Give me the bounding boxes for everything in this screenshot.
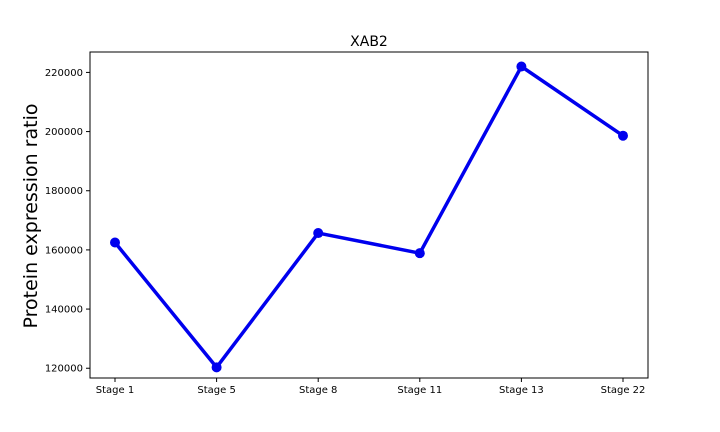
x-tick-label: Stage 1 — [96, 385, 134, 396]
x-tick-label: Stage 13 — [499, 385, 544, 396]
y-tick-label: 180000 — [45, 186, 83, 197]
y-tick-label: 220000 — [45, 68, 83, 79]
x-tick-label: Stage 11 — [397, 385, 442, 396]
y-tick-label: 200000 — [45, 127, 83, 138]
y-tick-label: 120000 — [45, 364, 83, 375]
y-tick-label: 140000 — [45, 305, 83, 316]
x-tick-label: Stage 5 — [197, 385, 235, 396]
y-axis-label: Protein expression ratio — [20, 104, 42, 329]
x-axis-ticks: Stage 1 Stage 5 Stage 8 Stage 11 Stage 13 Sta… — [96, 378, 646, 396]
data-point — [313, 228, 324, 239]
series-line — [113, 64, 624, 370]
plot-area-frame — [89, 51, 649, 379]
data-point — [110, 237, 120, 248]
data-point — [211, 362, 222, 373]
y-tick-label: 160000 — [45, 245, 83, 256]
x-tick-label: Stage 22 — [601, 385, 646, 396]
data-point — [516, 61, 527, 72]
chart-title: XAB2 — [350, 34, 388, 50]
data-point — [414, 248, 425, 259]
data-point — [618, 130, 628, 141]
y-axis-ticks: 120000 140000 160000 180000 200000 220000 — [45, 68, 90, 375]
x-tick-label: Stage 8 — [299, 385, 337, 396]
series-group — [110, 61, 628, 373]
